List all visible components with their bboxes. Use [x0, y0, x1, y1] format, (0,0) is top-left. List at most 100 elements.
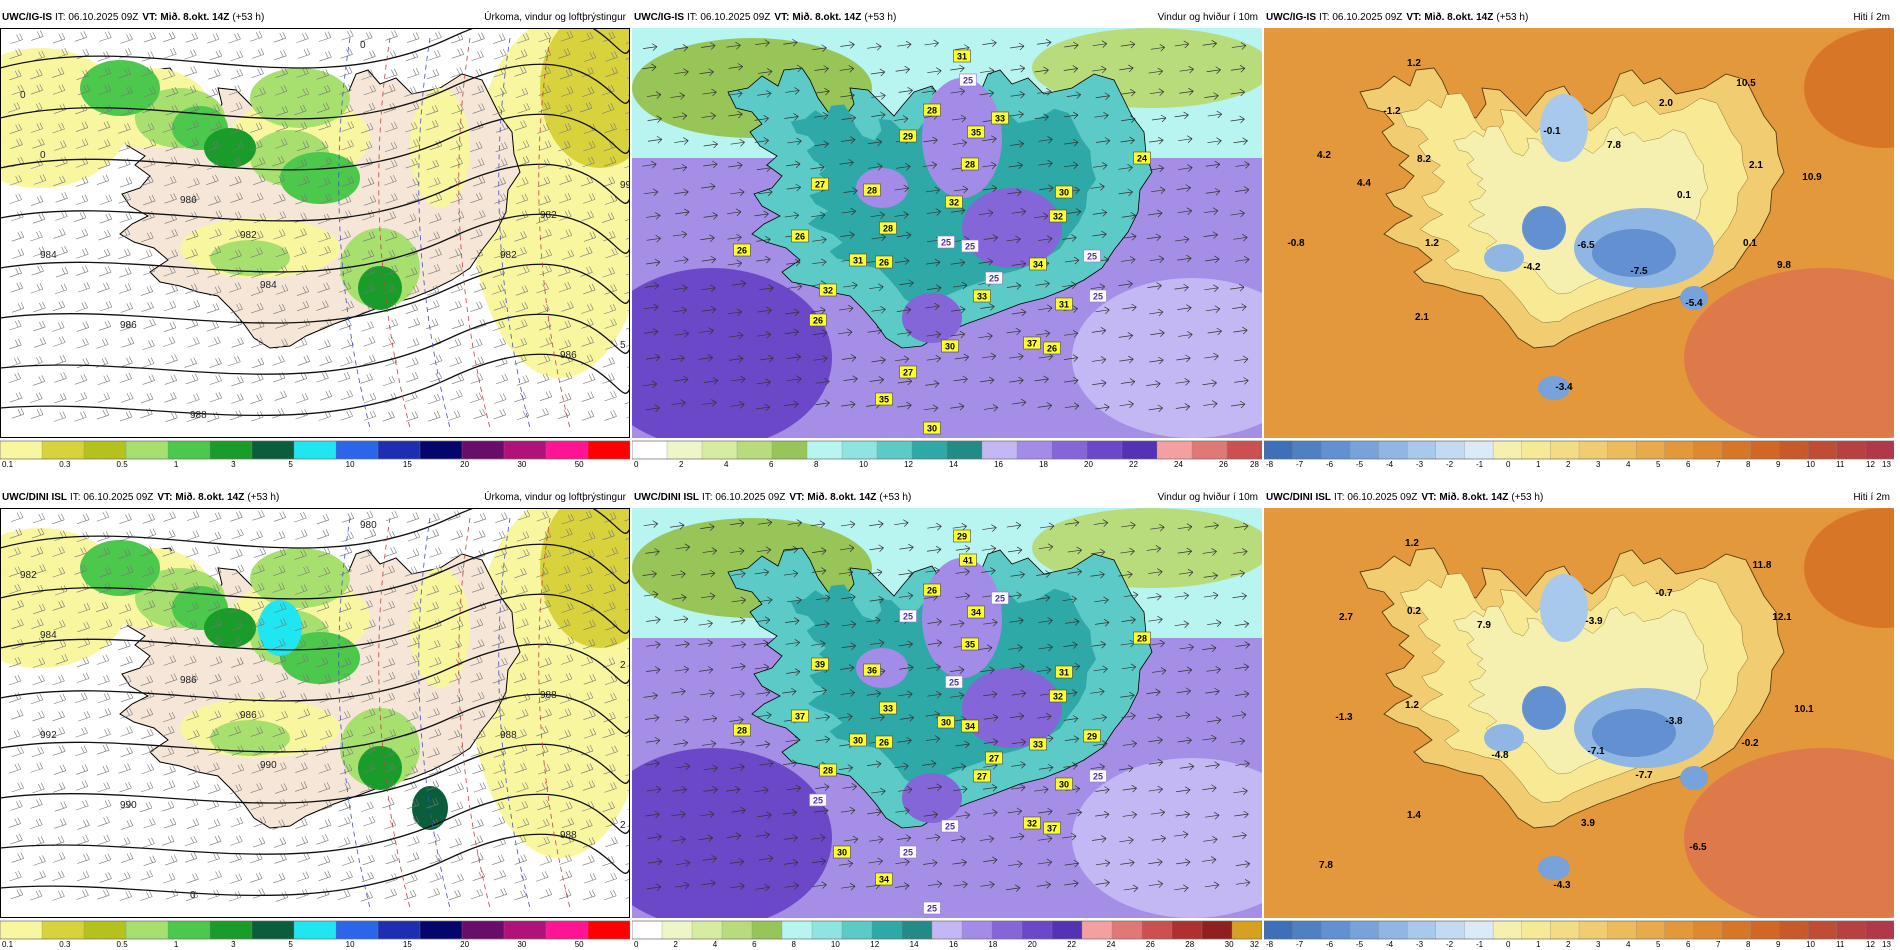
wind-barb: [120, 655, 133, 667]
colorbar-tick-label: 13: [1882, 940, 1891, 948]
wind-barb: [275, 67, 288, 78]
colorbar-swatch: [1607, 920, 1637, 940]
wind-barb: [54, 140, 67, 151]
colorbar: -8 -7 -6 -5 -4 -3 -2 -1 0 1 2 3 4 5 6 7 8 9 10 11 12 13: [1264, 438, 1894, 468]
wind-arrow: [950, 330, 966, 339]
colorbar-tick-label: 0.3: [59, 460, 71, 468]
wind-barb: [296, 300, 310, 312]
wind-arrow: [869, 544, 884, 552]
colorbar-tick-label: 0.5: [117, 460, 129, 468]
wind-arrow: [1064, 138, 1079, 147]
colorbar-swatch: [587, 440, 630, 460]
wind-barb: [11, 852, 24, 863]
wind-barb: [538, 354, 551, 365]
wind-barb: [206, 303, 220, 314]
wind-barb: [294, 511, 307, 523]
wind-barb: [76, 672, 90, 683]
precip-area: [80, 60, 160, 116]
wind-arrow: [840, 231, 855, 239]
wind-barb: [604, 156, 617, 167]
wind-arrow: [1201, 856, 1217, 864]
wind-arrow: [1034, 785, 1049, 794]
wind-barb: [99, 619, 113, 630]
wind-arrow: [1234, 620, 1250, 628]
wind-barb: [295, 836, 309, 847]
wind-barb: [428, 50, 441, 61]
wind-arrow: [1230, 88, 1245, 97]
wind-barb: [382, 618, 395, 629]
wind-arrow: [786, 160, 801, 169]
wind-barb: [451, 318, 465, 330]
wind-barb: [383, 211, 396, 222]
wind-arrow: [1234, 522, 1249, 531]
wind-barb: [536, 510, 549, 522]
wind-barb: [141, 231, 154, 243]
wind-arrow: [755, 39, 770, 47]
colorbar-swatch: [1191, 440, 1228, 460]
wind-arrow: [1009, 110, 1024, 119]
wind-barb: [186, 373, 199, 385]
gust-label: 27: [985, 751, 1003, 765]
temperature-label: 10.9: [1802, 172, 1822, 183]
wind-barb: [581, 318, 594, 329]
wind-arrow: [1121, 256, 1136, 264]
wind-arrow: [1150, 44, 1165, 52]
wind-barb: [605, 51, 618, 62]
gust-label: 29: [899, 129, 917, 143]
wind-arrow: [1095, 859, 1111, 868]
colorbar-swatch: [209, 440, 253, 460]
temperature-contour: [378, 517, 411, 909]
precip-area: [204, 608, 256, 648]
wind-barb: [625, 537, 630, 540]
wind-barb: [252, 510, 265, 521]
wind-barb: [30, 762, 43, 773]
wind-arrow: [1092, 209, 1108, 217]
colorbar-swatch: [1349, 440, 1380, 460]
wind-barb: [53, 745, 66, 756]
wind-arrow: [1174, 283, 1189, 292]
wind-barb: [318, 674, 332, 685]
temperature-label: 12.1: [1772, 612, 1792, 623]
colorbar-tick-label: 16: [994, 460, 1003, 468]
wind-barb: [338, 249, 351, 260]
wind-arrow: [954, 353, 970, 362]
wind-arrow: [730, 188, 745, 197]
wind-barb: [515, 653, 529, 665]
temperature-label: -4.3: [1553, 880, 1571, 891]
wind-barb: [385, 510, 398, 522]
valid-time: Mið. 8.okt. 14Z: [1439, 491, 1509, 503]
wind-arrow: [983, 234, 998, 242]
wind-barb: [186, 547, 199, 558]
wind-arrow: [1204, 352, 1219, 361]
temperature-label: 2.1: [1749, 160, 1763, 171]
wind-barb: [362, 266, 376, 277]
wind-barb: [515, 87, 529, 99]
wind-area: [902, 773, 962, 823]
temperature-label: -4.8: [1491, 750, 1509, 761]
wind-arrow: [672, 112, 688, 120]
wind-arrow: [1146, 233, 1162, 241]
wind-barb: [382, 411, 395, 422]
wind-barb: [119, 603, 132, 615]
colorbar-swatch: [751, 920, 783, 940]
wind-barb: [75, 301, 88, 313]
wind-arrow: [925, 833, 941, 842]
gust-label: 41: [959, 553, 977, 567]
wind-arrow: [675, 543, 690, 552]
wind-arrow: [870, 713, 885, 722]
wind-arrow: [1205, 255, 1220, 264]
panel-header: UWC/DINI ISL IT: 06.10.2025 09Z VT: Mið.…: [1264, 486, 1894, 508]
wind-arrow: [922, 161, 938, 169]
wind-barb: [29, 890, 43, 901]
wind-arrow: [927, 639, 942, 647]
wind-barb: [142, 122, 155, 134]
wind-arrow: [1009, 42, 1025, 51]
temperature-label: 1.4: [1407, 810, 1421, 821]
wind-barb: [164, 48, 177, 59]
colorbar-swatch: [946, 440, 983, 460]
colorbar-tick-label: 20: [460, 940, 469, 948]
wind-barb: [251, 302, 264, 314]
wind-arrow: [730, 138, 745, 147]
wind-barb: [338, 800, 352, 812]
wind-arrow: [1092, 40, 1108, 48]
